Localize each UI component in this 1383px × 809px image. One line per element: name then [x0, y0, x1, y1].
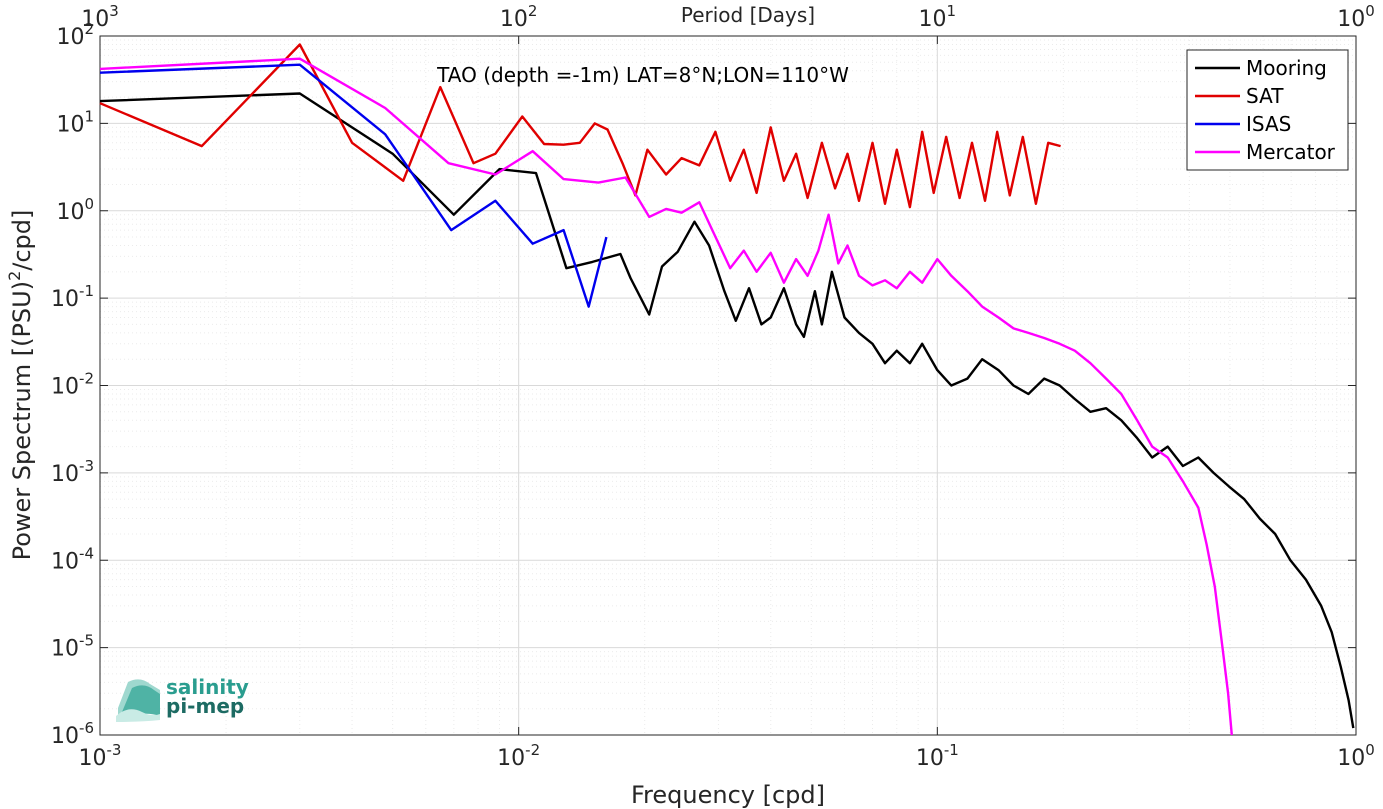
y-tick-label: 10-4 — [51, 544, 94, 574]
salinity-pi-mep-logo: salinity pi-mep — [116, 675, 249, 722]
logo-wave-front — [116, 709, 160, 722]
y-tick-label: 10-6 — [51, 719, 94, 749]
series-line-isas — [99, 63, 608, 308]
x-tick-label: 10-3 — [79, 741, 122, 771]
legend-label-isas: ISAS — [1246, 112, 1291, 136]
series-line-mooring — [99, 92, 1355, 729]
legend-label-mercator: Mercator — [1246, 140, 1336, 164]
top-x-axis-label: Period [Days] — [681, 3, 815, 27]
y-axis-label: Power Spectrum [(PSU)2/cpd] — [5, 210, 36, 561]
y-tick-label: 10-3 — [51, 457, 94, 487]
x-tick-label: 100 — [1337, 741, 1375, 771]
logo-line1: salinity — [166, 675, 249, 699]
top-x-tick-label: 102 — [500, 2, 538, 32]
x-axis-label: Frequency [cpd] — [631, 781, 825, 809]
logo-line2: pi-mep — [166, 694, 244, 718]
chart-title: TAO (depth =-1m) LAT=8°N;LON=110°W — [436, 63, 849, 87]
legend-label-sat: SAT — [1246, 84, 1284, 108]
y-tick-label: 101 — [56, 107, 94, 137]
top-x-tick-label: 103 — [81, 2, 119, 32]
x-tick-label: 10-1 — [916, 741, 959, 771]
top-x-tick-label: 100 — [1337, 2, 1375, 32]
legend-label-mooring: Mooring — [1246, 56, 1327, 80]
y-tick-label: 100 — [56, 195, 94, 225]
top-x-tick-label: 101 — [919, 2, 957, 32]
y-tick-label: 10-1 — [51, 282, 94, 312]
y-tick-label: 10-5 — [51, 632, 94, 662]
legend-box — [1186, 49, 1349, 171]
y-tick-label: 10-2 — [51, 370, 94, 400]
series-line-sat — [99, 43, 1061, 209]
legend: Mooring SAT ISAS Mercator — [1186, 49, 1349, 171]
x-tick-label: 10-2 — [497, 741, 540, 771]
series-line-mercator — [99, 57, 1233, 736]
series-layer — [99, 43, 1355, 736]
grid-lines — [99, 36, 1356, 736]
y-tick-label: 102 — [56, 20, 94, 50]
